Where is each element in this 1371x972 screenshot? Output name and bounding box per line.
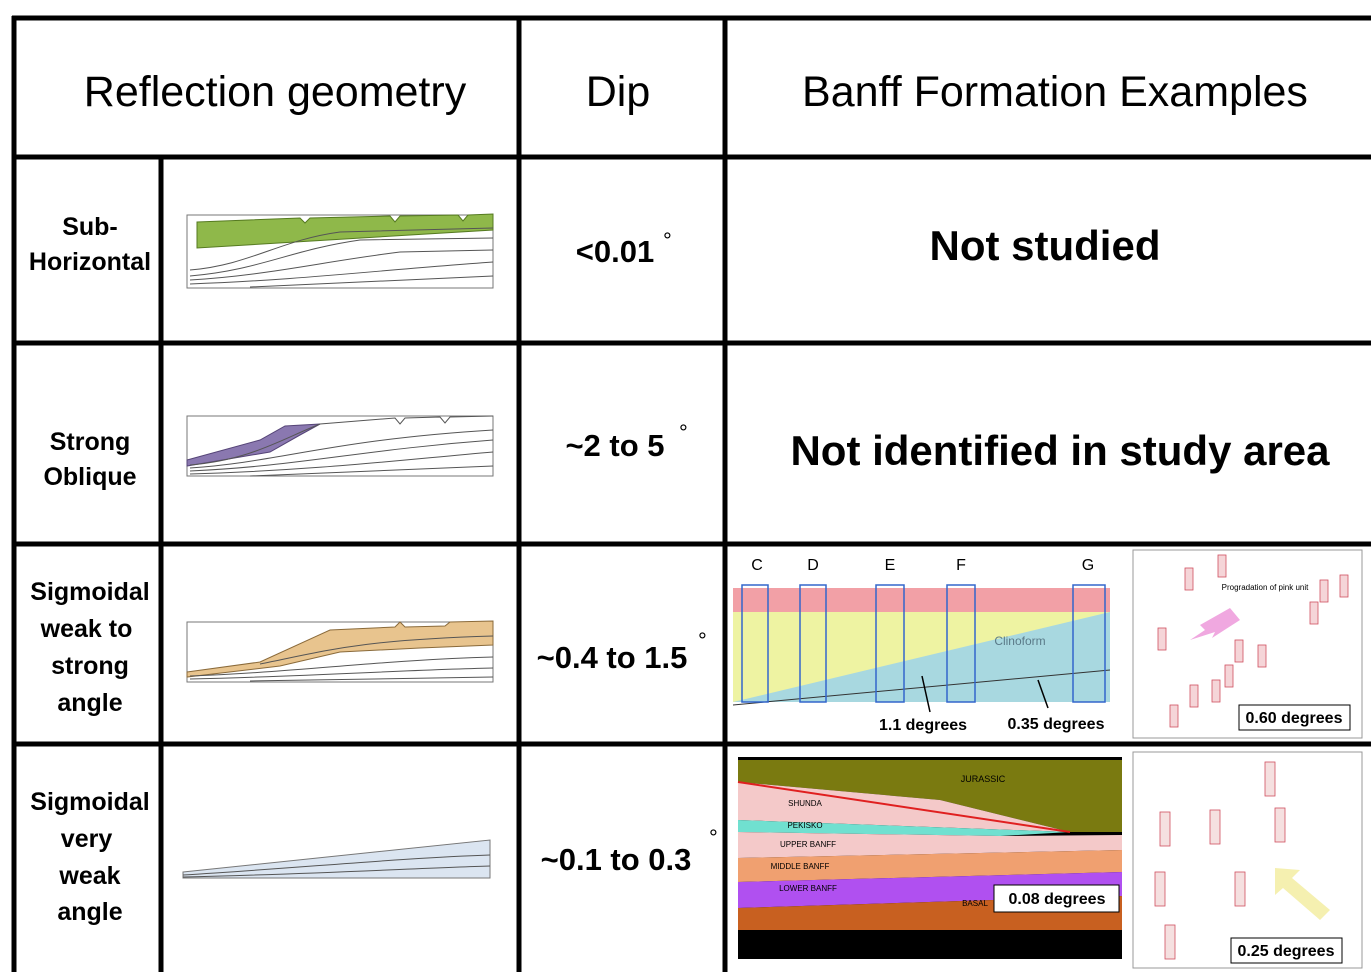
angle-label: 0.60 degrees: [1246, 710, 1343, 727]
dip-value: ~0.4 to 1.5: [537, 640, 688, 675]
text-line: Strong: [50, 428, 131, 456]
unit-label: PEKISKO: [787, 821, 822, 830]
dip-value: ~2 to 5: [565, 428, 664, 463]
degree-sign: °: [698, 628, 707, 653]
well-label: F: [956, 557, 966, 574]
diagram-sub-horizontal: [186, 213, 494, 289]
degree-sign: °: [679, 420, 688, 445]
well-label: D: [807, 557, 819, 574]
well-label: C: [751, 557, 763, 574]
unit-label: BASAL: [962, 899, 988, 908]
text-line: weak to: [40, 615, 133, 643]
text-line: Oblique: [43, 463, 136, 491]
row-label: Sigmoidal weak to strong angle: [30, 578, 149, 717]
unit-label: SHUNDA: [788, 799, 822, 808]
map-arrow: [1190, 608, 1240, 640]
angle-label: 1.1 degrees: [879, 717, 967, 734]
text-line: Sigmoidal: [30, 578, 149, 606]
text-line: Sub-: [62, 213, 118, 241]
degree-sign: °: [663, 228, 672, 253]
text-line: Sigmoidal: [30, 788, 149, 816]
map-note: Progradation of pink unit: [1222, 583, 1310, 592]
well-label: E: [885, 557, 896, 574]
angle-box: [993, 884, 1120, 913]
header-cell: Dip: [586, 68, 651, 116]
angle-label: 0.35 degrees: [1008, 716, 1105, 733]
unit-label: LOWER BANFF: [779, 884, 837, 893]
text-line: angle: [57, 689, 122, 717]
text-line: weak: [58, 862, 120, 890]
map-wells: [1157, 554, 1349, 728]
text-line: strong: [51, 652, 129, 680]
unit-label: UPPER BANFF: [780, 840, 836, 849]
diagram-strong-oblique: [186, 415, 494, 477]
row-label: Sub- Horizontal: [29, 213, 151, 276]
row-label: Sigmoidal very weak angle: [30, 788, 149, 926]
well-label: G: [1082, 557, 1094, 574]
row-label: Strong Oblique: [43, 428, 136, 491]
example-text: Not identified in study area: [790, 427, 1330, 474]
angle-label: 0.25 degrees: [1238, 943, 1335, 960]
angle-box: [1230, 937, 1343, 964]
header-cell: Banff Formation Examples: [802, 68, 1308, 116]
dip-value: <0.01: [576, 234, 654, 269]
clinoform-label: Clinoform: [994, 634, 1045, 648]
diagram-sigmoidal-weak-strong: [186, 620, 494, 683]
table-grid: [11, 15, 1371, 972]
unit-label: MIDDLE BANFF: [771, 862, 830, 871]
degree-sign: °: [709, 825, 718, 850]
map-wells: [1154, 761, 1286, 960]
text-line: very: [61, 825, 113, 853]
cross-section-image: [737, 757, 1122, 959]
diagram-sigmoidal-very-weak: [182, 839, 491, 879]
angle-label: 0.08 degrees: [1009, 891, 1106, 908]
cross-section-image: [732, 584, 1111, 713]
example-text: Not studied: [930, 222, 1161, 269]
unit-label: JURASSIC: [961, 774, 1006, 784]
dip-value: ~0.1 to 0.3: [541, 842, 692, 877]
text-line: Horizontal: [29, 248, 151, 276]
map-arrow: [1275, 868, 1330, 920]
header-cell: Reflection geometry: [84, 68, 467, 116]
angle-box: [1238, 704, 1351, 731]
text-line: angle: [57, 898, 122, 926]
